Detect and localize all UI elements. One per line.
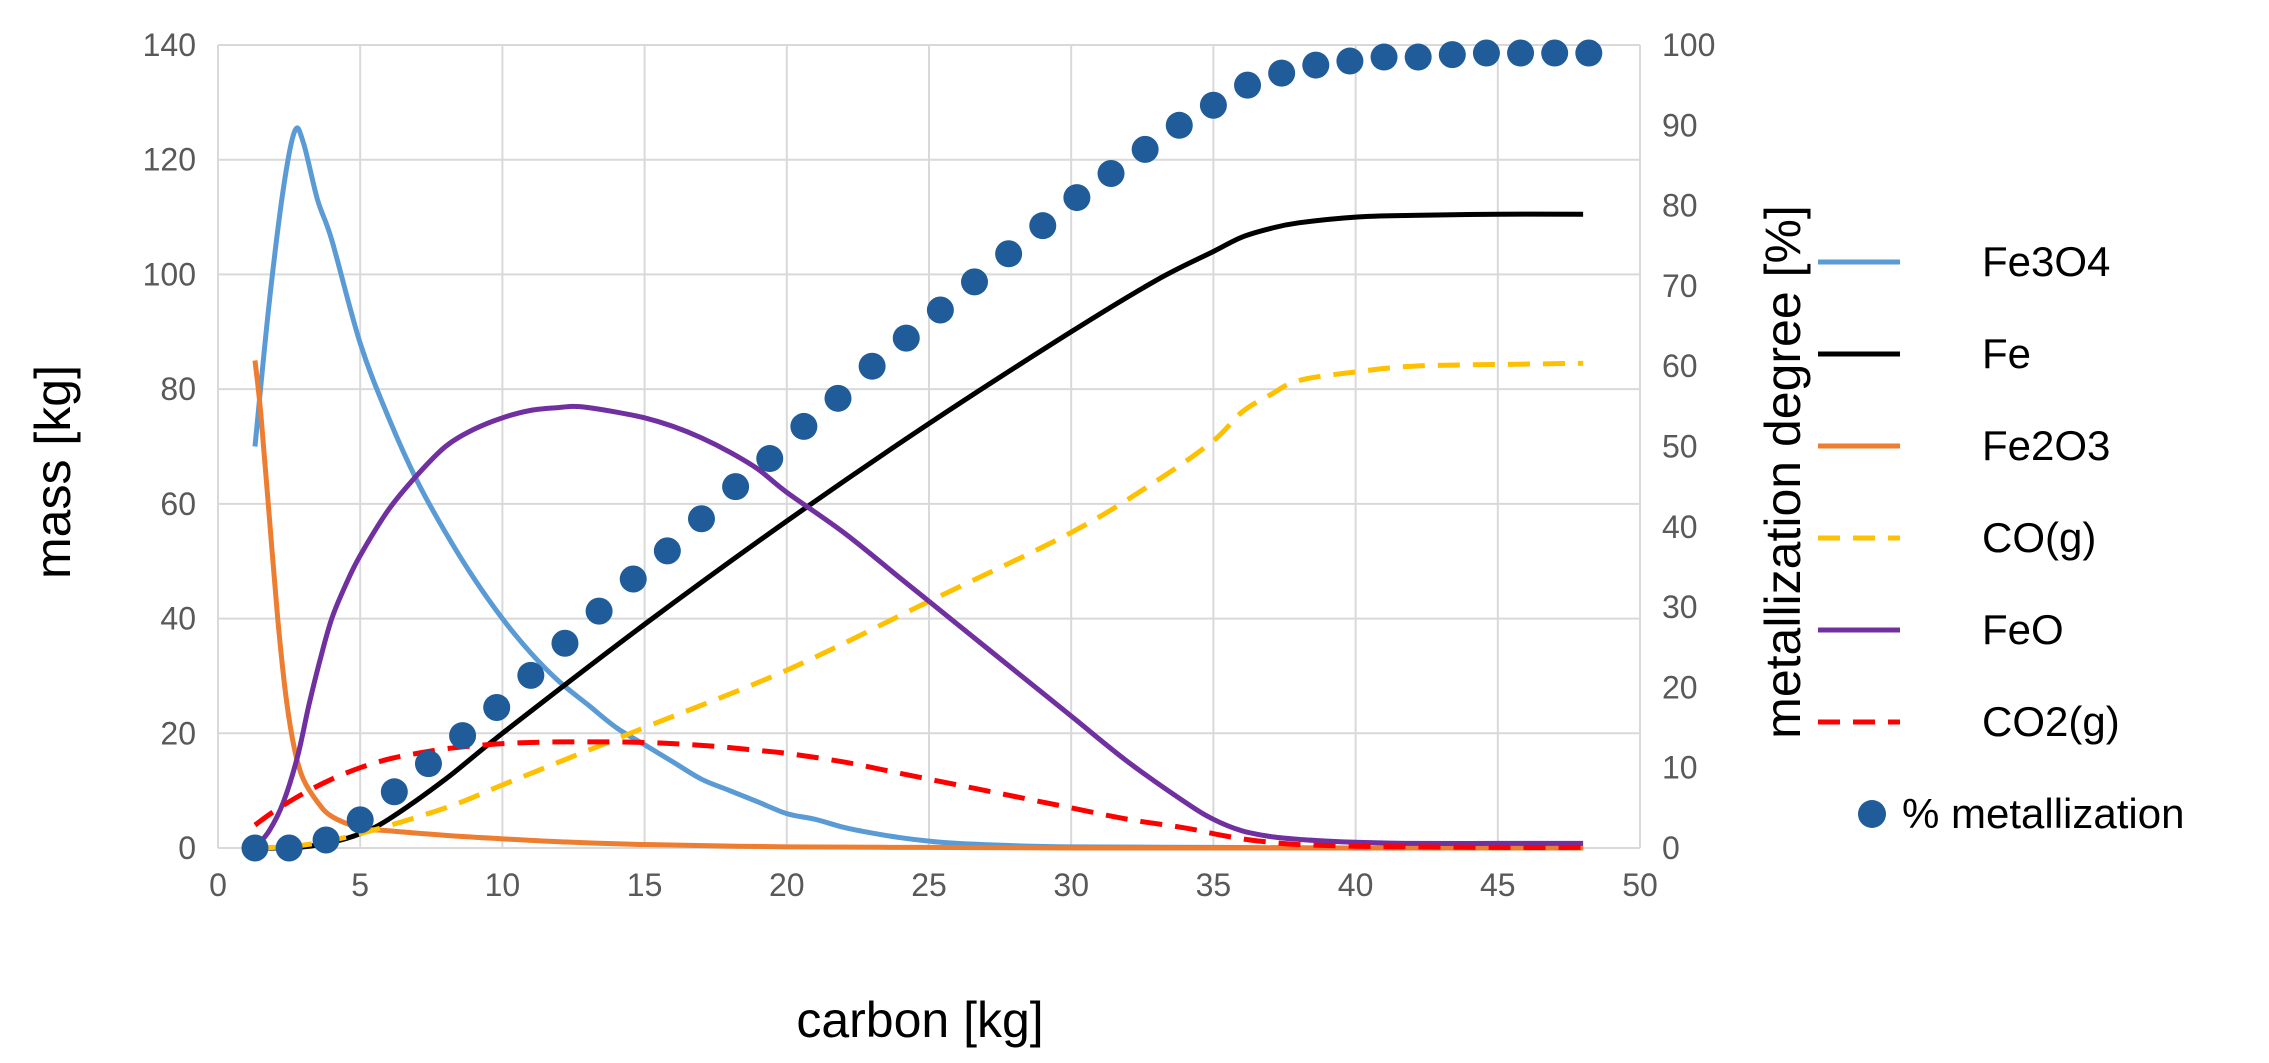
series-layer xyxy=(252,125,1584,851)
metallization-point xyxy=(275,834,303,862)
series-line-co2-g xyxy=(253,739,1584,850)
metallization-point xyxy=(1370,43,1398,71)
metallization-point xyxy=(1199,91,1227,119)
y-tick-label: 60 xyxy=(160,486,196,522)
legend-label-fe2o3: Fe2O3 xyxy=(1982,422,2110,469)
metallization-point xyxy=(380,778,408,806)
metallization-point xyxy=(995,240,1023,268)
x-tick-label: 25 xyxy=(911,867,947,903)
metallization-point xyxy=(449,722,477,750)
x-tick-label: 0 xyxy=(209,867,227,903)
y-tick-label: 40 xyxy=(160,601,196,637)
metallization-point xyxy=(1404,43,1432,71)
legend-label-feo: FeO xyxy=(1982,606,2064,653)
metallization-point xyxy=(722,473,750,501)
metallization-point xyxy=(1438,41,1466,69)
x-tick-label: 30 xyxy=(1053,867,1089,903)
y2-tick-label: 0 xyxy=(1662,830,1680,866)
x-axis-title: carbon [kg] xyxy=(796,992,1043,1048)
series-line-co-g xyxy=(254,360,1584,851)
y2-axis-title: metallization degree [%] xyxy=(1755,205,1811,739)
metallization-point xyxy=(926,296,954,324)
y2-tick-label: 50 xyxy=(1662,429,1698,465)
y2-tick-label: 60 xyxy=(1662,348,1698,384)
metallization-point xyxy=(312,826,340,854)
y-tick-label: 100 xyxy=(143,256,196,292)
x-tick-label: 35 xyxy=(1196,867,1232,903)
x-tick-label: 20 xyxy=(769,867,805,903)
metallization-point xyxy=(1234,71,1262,99)
legend-label-metallization: % metallization xyxy=(1902,790,2184,837)
scatter-layer xyxy=(241,39,1603,862)
y-tick-label: 80 xyxy=(160,371,196,407)
legend-label-fe: Fe xyxy=(1982,330,2031,377)
y2-tick-label: 30 xyxy=(1662,589,1698,625)
metallization-point xyxy=(961,268,989,296)
metallization-point xyxy=(892,324,920,352)
metallization-point xyxy=(346,806,374,834)
x-tick-label: 5 xyxy=(351,867,369,903)
series-line-feo xyxy=(253,403,1584,850)
y2-tick-label: 10 xyxy=(1662,750,1698,786)
series-line-fe3o4 xyxy=(252,125,1584,851)
metallization-point xyxy=(619,565,647,593)
y2-tick-label: 40 xyxy=(1662,509,1698,545)
metallization-point xyxy=(551,629,579,657)
metallization-point xyxy=(1507,39,1535,67)
metallization-point xyxy=(1268,59,1296,87)
metallization-point xyxy=(414,750,442,778)
metallization-point xyxy=(1097,159,1125,187)
metallization-point xyxy=(824,384,852,412)
metallization-point xyxy=(858,352,886,380)
metallization-point xyxy=(241,834,269,862)
x-tick-label: 45 xyxy=(1480,867,1516,903)
metallization-point xyxy=(1029,212,1057,240)
series-line-fe xyxy=(254,211,1584,851)
legend-swatch-metallization xyxy=(1858,800,1886,828)
metallization-point xyxy=(1131,135,1159,163)
x-tick-label: 15 xyxy=(627,867,663,903)
metallization-point xyxy=(517,661,545,689)
metallization-point xyxy=(687,505,715,533)
gridlines xyxy=(217,44,1641,849)
metallization-point xyxy=(1472,39,1500,67)
series-line-fe2o3 xyxy=(252,360,1584,851)
metallization-point xyxy=(483,693,511,721)
metallization-point xyxy=(585,597,613,625)
y-tick-label: 140 xyxy=(143,27,196,63)
x-tick-label: 50 xyxy=(1622,867,1658,903)
metallization-point xyxy=(653,537,681,565)
metallization-point xyxy=(1063,184,1091,212)
y2-tick-label: 20 xyxy=(1662,669,1698,705)
x-tick-label: 40 xyxy=(1338,867,1374,903)
legend-label-co2-g: CO2(g) xyxy=(1982,698,2120,745)
metallization-point xyxy=(1575,39,1603,67)
y-tick-label: 0 xyxy=(178,830,196,866)
metallization-point xyxy=(756,445,784,473)
y-axis-title: mass [kg] xyxy=(25,365,81,579)
metallization-point xyxy=(1165,111,1193,139)
metallization-point xyxy=(1302,51,1330,79)
y2-tick-label: 90 xyxy=(1662,107,1698,143)
legend: Fe3O4 Fe Fe2O3 CO(g) FeO CO2(g) % metallizatio… xyxy=(1818,238,2184,837)
metallization-point xyxy=(1541,39,1569,67)
y-tick-label: 20 xyxy=(160,715,196,751)
legend-label-fe3o4: Fe3O4 xyxy=(1982,238,2110,285)
y2-tick-label: 80 xyxy=(1662,188,1698,224)
metallization-point xyxy=(1336,47,1364,75)
y2-tick-label: 70 xyxy=(1662,268,1698,304)
y-tick-label: 120 xyxy=(143,142,196,178)
legend-label-co-g: CO(g) xyxy=(1982,514,2096,561)
metallization-point xyxy=(790,412,818,440)
y2-tick-label: 100 xyxy=(1662,27,1715,63)
x-tick-label: 10 xyxy=(485,867,521,903)
